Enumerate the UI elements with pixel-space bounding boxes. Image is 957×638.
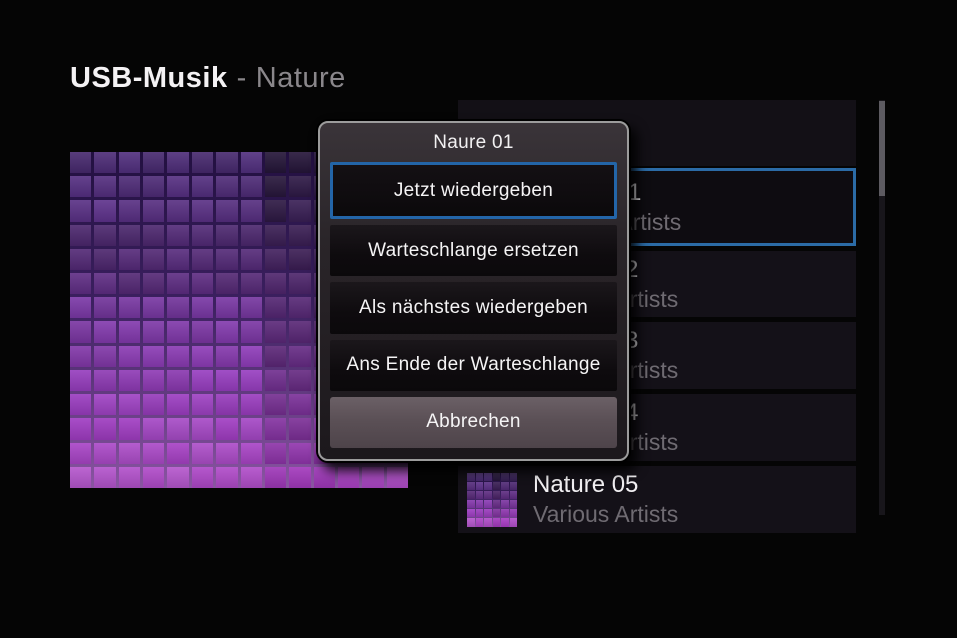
- scrollbar-thumb[interactable]: [879, 101, 885, 196]
- add-to-end-of-queue-button[interactable]: Ans Ende der Warteschlange: [330, 339, 617, 391]
- album-thumbnail-art: [467, 472, 517, 527]
- page-title: USB-Musik - Nature: [70, 62, 346, 95]
- cancel-button[interactable]: Abbrechen: [330, 396, 617, 449]
- dialog-title: Naure 01: [433, 131, 514, 153]
- replace-queue-button[interactable]: Warteschlange ersetzen: [330, 225, 617, 277]
- track-artist: Various Artists: [533, 501, 679, 527]
- page-title-separator: -: [236, 62, 247, 94]
- play-now-button[interactable]: Jetzt wiedergeben: [330, 162, 617, 220]
- track-row-nature-05[interactable]: Nature 05 Various Artists: [458, 466, 856, 533]
- album-thumbnail: [467, 472, 517, 527]
- track-title: Nature 05: [533, 471, 639, 498]
- context-menu-dialog: Naure 01 Jetzt wiedergeben Warteschlange…: [318, 121, 629, 461]
- play-next-button[interactable]: Als nächstes wiedergeben: [330, 282, 617, 334]
- page-title-source: USB-Musik: [70, 62, 228, 94]
- page-title-folder: Nature: [255, 62, 346, 94]
- scrollbar[interactable]: [879, 100, 885, 515]
